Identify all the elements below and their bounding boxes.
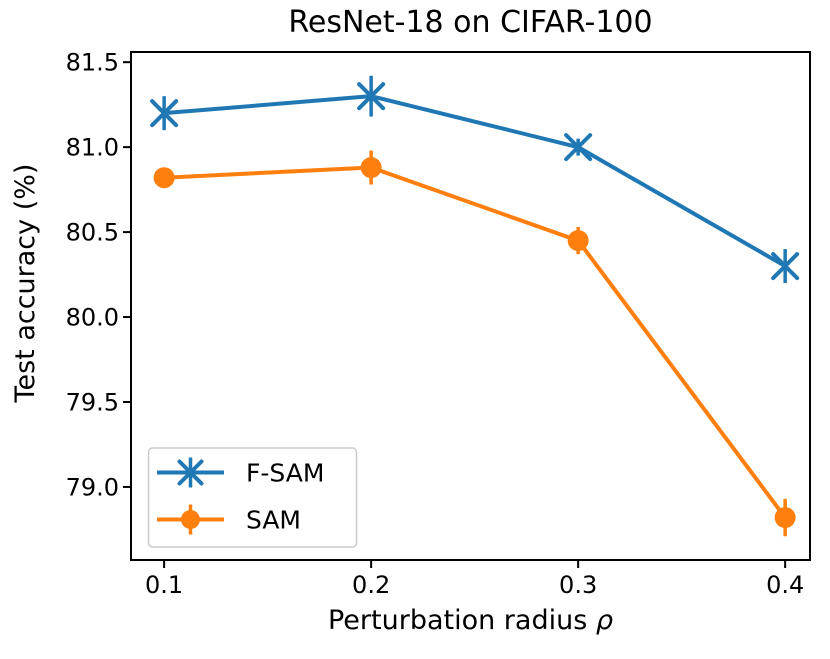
circle-marker bbox=[567, 230, 589, 252]
plot-border bbox=[130, 51, 811, 561]
circle-marker bbox=[181, 510, 200, 529]
series-SAM bbox=[153, 150, 796, 537]
series-line bbox=[162, 94, 788, 269]
y-axis-label: Test accuracy (%) bbox=[9, 163, 41, 403]
x-tick-label: 0.3 bbox=[559, 571, 597, 599]
x-tick-label: 0.4 bbox=[766, 571, 804, 599]
circle-marker bbox=[153, 167, 175, 189]
series-line bbox=[162, 165, 788, 520]
x-marker bbox=[177, 459, 204, 486]
series-F-SAM bbox=[150, 75, 800, 284]
x-tick-label: 0.2 bbox=[352, 571, 390, 599]
legend-label: SAM bbox=[246, 506, 301, 535]
x-tick-label: 0.1 bbox=[145, 571, 183, 599]
x-axis-label: Perturbation radius ρ bbox=[131, 605, 810, 637]
x-axis-label-symbol: ρ bbox=[595, 605, 613, 636]
x-marker bbox=[771, 252, 800, 281]
y-tick-label: 80.5 bbox=[66, 219, 119, 247]
x-marker bbox=[357, 82, 386, 111]
circle-marker bbox=[774, 507, 796, 529]
y-tick-label: 79.0 bbox=[66, 473, 119, 501]
legend: F-SAM SAM bbox=[147, 447, 358, 548]
x-axis-label-main: Perturbation radius bbox=[327, 605, 596, 636]
x-marker bbox=[564, 133, 593, 162]
y-tick-label: 79.5 bbox=[66, 388, 119, 416]
y-tick-label: 81.0 bbox=[66, 134, 119, 162]
chart-title: ResNet-18 on CIFAR-100 bbox=[288, 5, 653, 40]
y-tick-label: 80.0 bbox=[66, 304, 119, 332]
legend-label: F-SAM bbox=[246, 459, 324, 488]
y-tick-label: 81.5 bbox=[66, 49, 119, 77]
x-marker bbox=[150, 99, 179, 128]
circle-marker bbox=[360, 157, 382, 179]
